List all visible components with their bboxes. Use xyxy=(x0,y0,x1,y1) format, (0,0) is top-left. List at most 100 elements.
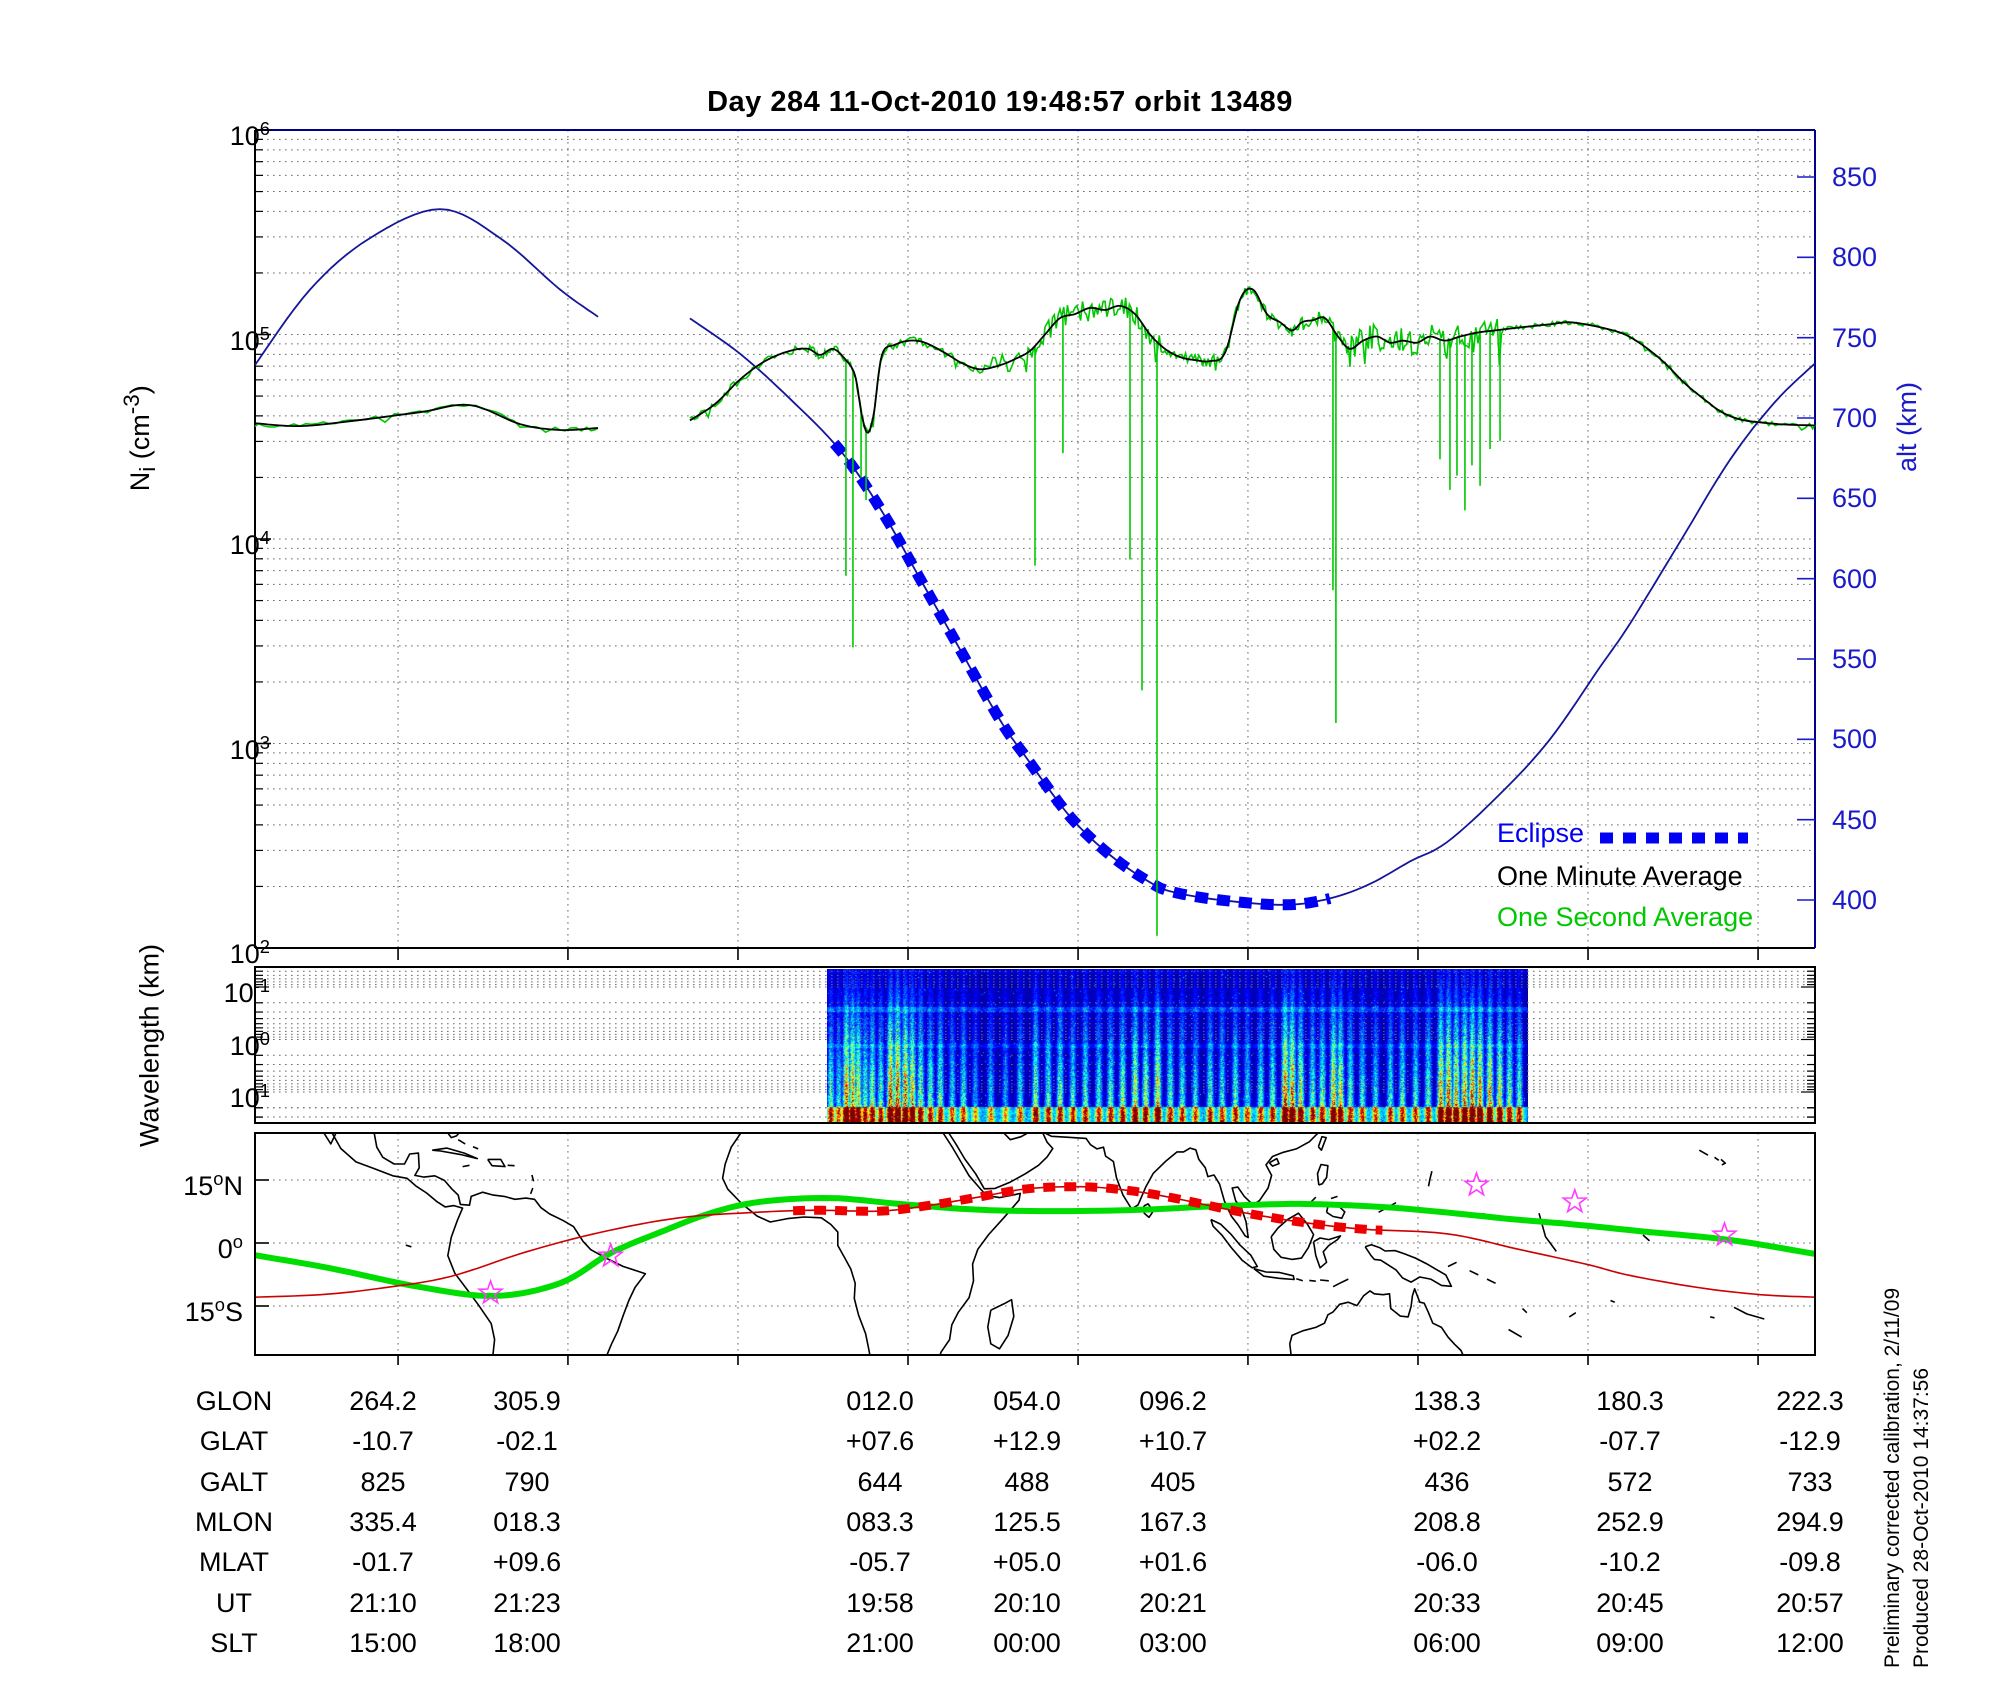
alt-tick-label: 650 xyxy=(1832,483,1878,513)
wavelength-tick-label: 100 xyxy=(229,1028,270,1061)
nileft-tick-label: 105 xyxy=(229,323,270,356)
table-cell: 09:00 xyxy=(1596,1627,1664,1658)
table-cell: 083.3 xyxy=(846,1506,914,1537)
table-cell: 335.4 xyxy=(349,1506,417,1537)
legend-eclipse-label: Eclipse xyxy=(1497,818,1585,848)
y-axis-label-density: Ni (cm-3) xyxy=(118,385,161,492)
table-cell: -07.7 xyxy=(1599,1426,1661,1457)
table-cell: 12:00 xyxy=(1776,1627,1844,1658)
calibration-note: Preliminary corrected calibration, 2/11/… xyxy=(1881,1287,1904,1668)
wavelength-tick-label: 101 xyxy=(229,1080,270,1113)
table-cell: 180.3 xyxy=(1596,1386,1664,1416)
nileft-tick-label: 103 xyxy=(229,732,270,765)
table-cell: 252.9 xyxy=(1596,1506,1664,1537)
event-star-marker xyxy=(1560,1187,1589,1214)
y-axis-label-altitude: alt (km) xyxy=(1892,382,1922,472)
wavelength-tick-label: 10-1 xyxy=(223,975,270,1008)
table-cell: 305.9 xyxy=(493,1386,561,1416)
table-cell: -02.1 xyxy=(496,1426,558,1457)
table-cell: 19:58 xyxy=(846,1587,914,1618)
legend-one-second-label: One Second Average xyxy=(1497,902,1754,932)
table-cell: 018.3 xyxy=(493,1506,561,1537)
table-cell: 264.2 xyxy=(349,1386,417,1416)
table-cell: 825 xyxy=(360,1466,406,1497)
table-row-label-galt: GALT xyxy=(199,1466,269,1497)
latitude-tick-label: 15oS xyxy=(184,1294,243,1327)
table-cell: 15:00 xyxy=(349,1627,417,1658)
alt-tick-label: 800 xyxy=(1832,242,1878,272)
alt-tick-label: 850 xyxy=(1832,162,1878,192)
table-cell: 06:00 xyxy=(1413,1627,1481,1658)
table-cell: +12.9 xyxy=(992,1426,1062,1457)
table-cell: 20:21 xyxy=(1139,1587,1207,1618)
table-row-label-ut: UT xyxy=(216,1587,252,1618)
table-cell: 125.5 xyxy=(993,1506,1061,1537)
table-row-label-glat: GLAT xyxy=(199,1426,269,1457)
nileft-tick-label: 102 xyxy=(229,936,270,969)
table-cell: 00:00 xyxy=(993,1627,1061,1658)
table-row-label-mlat: MLAT xyxy=(198,1547,269,1578)
table-cell: +01.6 xyxy=(1138,1547,1208,1578)
table-cell: +10.7 xyxy=(1138,1426,1208,1457)
table-cell: 20:33 xyxy=(1413,1587,1481,1618)
table-row-label-slt: SLT xyxy=(210,1627,258,1658)
table-cell: -01.7 xyxy=(352,1547,414,1578)
nileft-tick-label: 104 xyxy=(229,527,270,560)
table-cell: -06.0 xyxy=(1416,1547,1478,1578)
table-cell: 21:00 xyxy=(846,1627,914,1658)
table-cell: 20:57 xyxy=(1776,1587,1844,1618)
table-cell: 03:00 xyxy=(1139,1627,1207,1658)
table-cell: +09.6 xyxy=(492,1547,562,1578)
legend-one-minute-label: One Minute Average xyxy=(1497,861,1743,891)
table-cell: -09.8 xyxy=(1779,1547,1841,1578)
table-cell: -12.9 xyxy=(1779,1426,1841,1457)
y-axis-label-wavelength: Wavelength (km) xyxy=(134,943,165,1148)
table-cell: 012.0 xyxy=(846,1386,914,1416)
table-cell: 733 xyxy=(1787,1466,1833,1497)
table-cell: 20:10 xyxy=(993,1587,1061,1618)
alt-tick-label: 400 xyxy=(1832,885,1878,915)
table-cell: -05.7 xyxy=(849,1547,911,1578)
alt-tick-label: 750 xyxy=(1832,323,1878,353)
table-row-label-mlon: MLON xyxy=(194,1506,273,1537)
table-cell: +07.6 xyxy=(845,1426,915,1457)
table-cell: 054.0 xyxy=(993,1386,1061,1416)
latitude-tick-label: 15oN xyxy=(183,1168,243,1201)
spectrogram-image xyxy=(827,969,1528,1122)
event-star-marker xyxy=(476,1278,505,1305)
table-cell: 222.3 xyxy=(1776,1386,1844,1416)
table-cell: 405 xyxy=(1150,1466,1196,1497)
table-cell: -10.7 xyxy=(352,1426,414,1457)
table-cell: 21:23 xyxy=(493,1587,561,1618)
alt-tick-label: 600 xyxy=(1832,564,1878,594)
table-cell: 18:00 xyxy=(493,1627,561,1658)
alt-tick-label: 550 xyxy=(1832,644,1878,674)
table-cell: 21:10 xyxy=(349,1587,417,1618)
production-note: Preliminary corrected calibration, 2/11/… xyxy=(1878,1268,1936,1668)
event-star-marker xyxy=(1710,1220,1739,1247)
alt-tick-label: 450 xyxy=(1832,805,1878,835)
table-row-label-glon: GLON xyxy=(195,1386,273,1416)
table-cell: +02.2 xyxy=(1412,1426,1482,1457)
table-cell: +05.0 xyxy=(992,1547,1062,1578)
table-cell: 488 xyxy=(1004,1466,1050,1497)
event-star-marker xyxy=(597,1241,625,1268)
table-cell: 644 xyxy=(857,1466,903,1497)
table-cell: 436 xyxy=(1424,1466,1470,1497)
table-cell: 294.9 xyxy=(1776,1506,1844,1537)
table-cell: 790 xyxy=(504,1466,550,1497)
table-cell: 208.8 xyxy=(1413,1506,1481,1537)
table-cell: 572 xyxy=(1607,1466,1653,1497)
nileft-tick-label: 106 xyxy=(229,118,270,151)
alt-tick-label: 700 xyxy=(1832,403,1878,433)
table-cell: -10.2 xyxy=(1599,1547,1661,1578)
event-star-marker xyxy=(1462,1170,1491,1197)
alt-tick-label: 500 xyxy=(1832,724,1878,754)
produced-note: Produced 28-Oct-2010 14:37:56 xyxy=(1910,1367,1933,1668)
table-cell: 20:45 xyxy=(1596,1587,1664,1618)
latitude-tick-label: 0o xyxy=(217,1231,243,1264)
